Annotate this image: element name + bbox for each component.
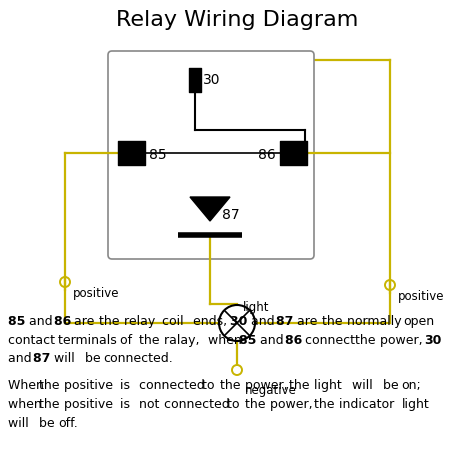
Text: 30: 30 (230, 315, 252, 328)
Text: 87: 87 (222, 208, 240, 222)
Text: the: the (314, 398, 339, 411)
FancyBboxPatch shape (108, 51, 314, 259)
Text: the: the (246, 398, 270, 411)
Text: normally: normally (347, 315, 405, 328)
Text: be: be (383, 379, 402, 392)
Text: be: be (85, 353, 104, 365)
Text: and: and (260, 334, 288, 347)
Text: light: light (314, 379, 346, 392)
Text: the: the (39, 379, 64, 392)
Text: light: light (402, 398, 429, 411)
Text: 30: 30 (203, 73, 220, 87)
Text: power,: power, (246, 379, 292, 392)
Text: when: when (208, 334, 246, 347)
Text: the: the (289, 379, 314, 392)
Text: will: will (54, 353, 78, 365)
Text: negative: negative (245, 384, 297, 397)
Text: connected.: connected. (104, 353, 173, 365)
Text: coil: coil (162, 315, 187, 328)
Text: When: When (8, 379, 48, 392)
Text: to: to (227, 398, 243, 411)
Text: Relay Wiring Diagram: Relay Wiring Diagram (116, 10, 358, 30)
Text: 87: 87 (33, 353, 55, 365)
Text: the: the (322, 315, 346, 328)
Text: power,: power, (381, 334, 427, 347)
Text: connect: connect (306, 334, 359, 347)
Text: will: will (8, 417, 33, 430)
Text: 86: 86 (258, 148, 276, 162)
Text: ends,: ends, (193, 315, 231, 328)
Text: the: the (139, 334, 164, 347)
Text: 30: 30 (424, 334, 442, 347)
Text: connected: connected (164, 398, 234, 411)
Text: off.: off. (58, 417, 78, 430)
Text: when: when (8, 398, 46, 411)
Text: will: will (352, 379, 376, 392)
Text: contact: contact (8, 334, 59, 347)
Text: are: are (74, 315, 99, 328)
Text: 87: 87 (276, 315, 298, 328)
Text: positive: positive (398, 290, 445, 303)
Text: the: the (39, 398, 64, 411)
Text: the: the (99, 315, 124, 328)
Text: 85: 85 (149, 148, 167, 162)
Text: 86: 86 (285, 334, 307, 347)
Text: is: is (120, 398, 135, 411)
Text: the: the (220, 379, 245, 392)
Text: and: and (251, 315, 279, 328)
Text: 85: 85 (239, 334, 261, 347)
Text: positive: positive (73, 287, 119, 300)
Text: 85: 85 (8, 315, 30, 328)
Text: connected: connected (139, 379, 209, 392)
Text: indicator: indicator (339, 398, 399, 411)
Text: terminals: terminals (58, 334, 121, 347)
Text: 86: 86 (54, 315, 75, 328)
Text: light: light (243, 301, 270, 314)
Text: positive: positive (64, 398, 117, 411)
Text: open: open (403, 315, 434, 328)
Text: and: and (8, 353, 36, 365)
Text: and: and (28, 315, 56, 328)
Text: to: to (202, 379, 218, 392)
Text: power,: power, (271, 398, 317, 411)
Text: are: are (297, 315, 321, 328)
Text: of: of (120, 334, 137, 347)
Text: positive: positive (64, 379, 117, 392)
Text: the: the (356, 334, 380, 347)
Text: on;: on; (402, 379, 421, 392)
Text: ralay,: ralay, (164, 334, 204, 347)
Text: be: be (39, 417, 59, 430)
Text: is: is (120, 379, 135, 392)
Text: relay: relay (124, 315, 159, 328)
Polygon shape (190, 197, 230, 221)
Text: not: not (139, 398, 164, 411)
